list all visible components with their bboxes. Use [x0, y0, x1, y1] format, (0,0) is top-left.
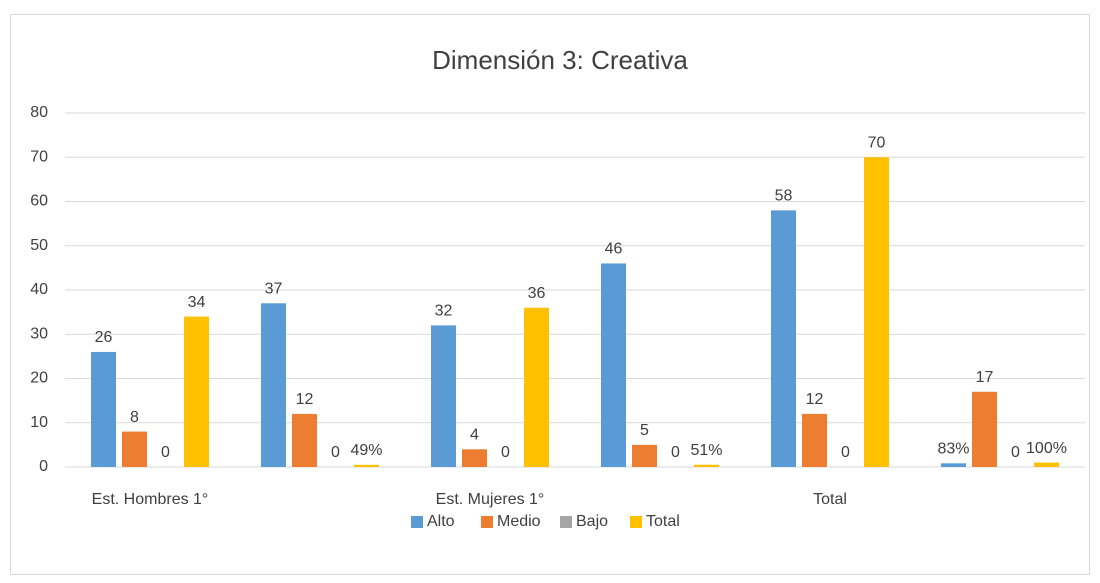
data-label: 0 [671, 444, 680, 461]
data-label: 26 [95, 329, 113, 346]
data-label: 83% [937, 441, 969, 458]
legend-label: Alto [427, 513, 455, 530]
data-label: 49% [350, 442, 382, 459]
bar [972, 391, 997, 467]
x-tick-label: Total [813, 491, 847, 508]
data-label: 5 [640, 422, 649, 439]
data-label: 0 [501, 444, 510, 461]
bar [771, 210, 796, 467]
legend-swatch [411, 516, 423, 528]
bar [802, 413, 827, 467]
data-label: 37 [265, 280, 283, 297]
x-tick-label: Est. Hombres 1° [92, 491, 209, 508]
y-tick-label: 20 [30, 370, 48, 387]
bar [354, 464, 379, 467]
y-tick-label: 40 [30, 281, 48, 298]
data-label: 36 [528, 285, 546, 302]
chart-border [10, 14, 1090, 575]
data-label: 0 [331, 444, 340, 461]
bar [261, 303, 286, 467]
bar [184, 316, 209, 467]
bar [431, 325, 456, 467]
data-label: 8 [130, 409, 139, 426]
data-label: 32 [435, 303, 453, 320]
bar [694, 464, 719, 467]
data-label: 17 [976, 369, 994, 386]
data-label: 34 [188, 294, 206, 311]
bar [524, 307, 549, 467]
data-label: 58 [775, 188, 793, 205]
bar [601, 263, 626, 467]
bar [462, 449, 487, 467]
legend-swatch [630, 516, 642, 528]
bar [91, 351, 116, 467]
bar [292, 413, 317, 467]
y-tick-label: 50 [30, 237, 48, 254]
legend-swatch [481, 516, 493, 528]
bar [632, 444, 657, 467]
data-label: 0 [1011, 444, 1020, 461]
y-tick-label: 80 [30, 104, 48, 121]
bar [864, 157, 889, 467]
data-label: 12 [296, 391, 314, 408]
y-tick-label: 0 [39, 458, 48, 475]
data-label: 0 [841, 444, 850, 461]
legend-label: Medio [497, 513, 541, 530]
y-tick-label: 30 [30, 325, 48, 342]
legend-label: Bajo [576, 513, 608, 530]
data-label: 0 [161, 444, 170, 461]
data-label: 12 [806, 391, 824, 408]
y-tick-label: 70 [30, 148, 48, 165]
data-label: 70 [868, 134, 886, 151]
data-label: 46 [605, 241, 623, 258]
x-tick-label: Est. Mujeres 1° [436, 491, 545, 508]
y-tick-label: 10 [30, 414, 48, 431]
chart-title: Dimensión 3: Creativa [432, 45, 688, 75]
y-tick-label: 60 [30, 193, 48, 210]
data-label: 51% [690, 442, 722, 459]
bar [1034, 462, 1059, 467]
data-label: 4 [470, 427, 479, 444]
legend-label: Total [646, 513, 680, 530]
legend-swatch [560, 516, 572, 528]
bar [941, 463, 966, 467]
data-label: 100% [1026, 440, 1067, 457]
bar [122, 431, 147, 467]
